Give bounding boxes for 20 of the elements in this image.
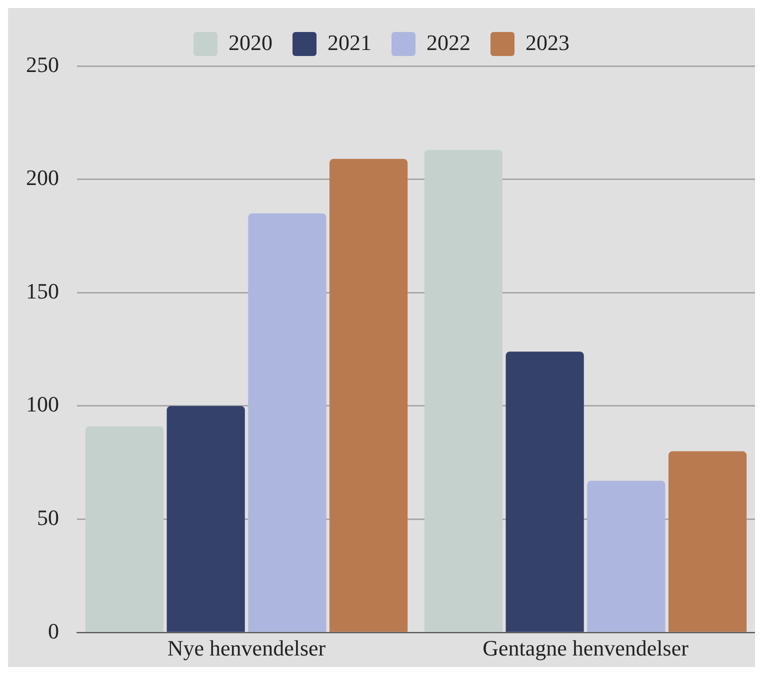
bar xyxy=(668,451,747,632)
y-tick-label: 250 xyxy=(26,52,59,77)
bar xyxy=(248,213,326,632)
y-tick-label: 150 xyxy=(26,278,59,304)
y-tick-label: 50 xyxy=(37,505,59,530)
y-tick-label: 200 xyxy=(26,165,59,190)
y-tick-label: 100 xyxy=(26,392,59,417)
legend-label: 2021 xyxy=(328,30,372,55)
bar xyxy=(424,150,503,632)
bar xyxy=(85,426,164,632)
bar xyxy=(329,158,408,632)
bar xyxy=(166,406,245,632)
legend-label: 2023 xyxy=(526,30,570,55)
legend-label: 2020 xyxy=(228,30,272,55)
x-tick-label: Gentagne henvendelser xyxy=(482,636,690,661)
bar xyxy=(506,352,584,632)
y-tick-label: 0 xyxy=(48,618,59,644)
x-tick-label: Nye henvendelser xyxy=(167,636,326,661)
legend-label: 2022 xyxy=(426,30,470,55)
bar xyxy=(587,480,666,632)
